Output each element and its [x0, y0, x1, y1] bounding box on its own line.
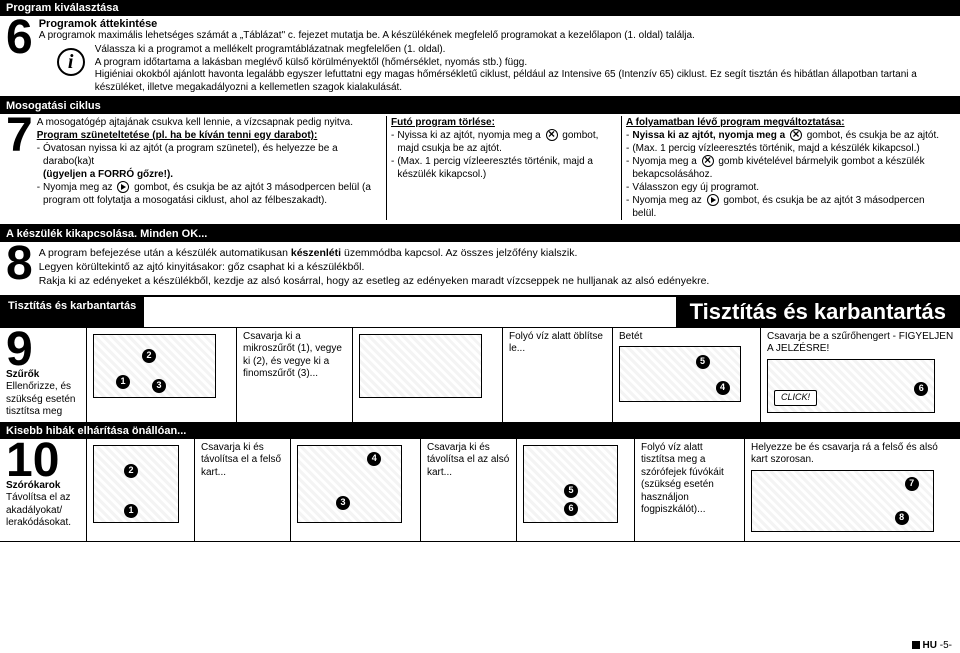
diagram-rinse-filter	[359, 334, 482, 398]
step-number-10: 10	[6, 442, 80, 480]
s7-c3-l3a: Nyomja meg a	[632, 156, 696, 167]
s6-info-3: Higiéniai okokból ajánlott havonta legal…	[95, 69, 948, 94]
play-icon	[117, 181, 129, 193]
s7-c3-l4: Válasszon egy új programot.	[632, 181, 759, 194]
s9-a-label: Szűrők	[6, 369, 80, 382]
step-number-8: 8	[6, 244, 33, 289]
s6-info-2: A program időtartama a lakásban meglévő …	[95, 57, 948, 70]
section-8: 8 A program befejezése után a készülék a…	[0, 242, 960, 297]
cancel-icon	[546, 129, 558, 141]
s9-g-text: Csavarja be a szűrőhengert - FIGYELJEN A…	[767, 331, 954, 356]
diagram-insert: 4 5	[619, 346, 741, 402]
diagram-upper-arm: 3 4	[297, 445, 402, 523]
header-troubleshoot: Kisebb hibák elhárítása önállóan...	[0, 423, 960, 439]
section-6: 6 Programok áttekintése A programok maxi…	[0, 16, 960, 98]
maintenance-header: Tisztítás és karbantartás Tisztítás és k…	[0, 297, 960, 327]
cancel-icon	[790, 129, 802, 141]
diagram-rinse-arm: 6 5	[523, 445, 618, 523]
diagram-screw-filter: CLICK! 6	[767, 359, 935, 413]
s9-c-text: Csavarja ki a mikroszűrőt (1), vegye ki …	[243, 331, 346, 381]
s9-a-text: Ellenőrizze, és szükség esetén tisztítsa…	[6, 381, 80, 419]
s7-c2-l1a: Nyissa ki az ajtót, nyomja meg a	[397, 130, 540, 141]
maint-right: Tisztítás és karbantartás	[676, 297, 960, 327]
s7-c1-l1: Óvatosan nyissa ki az ajtót (a program s…	[43, 143, 338, 167]
click-label: CLICK!	[774, 390, 817, 405]
diagram-spray-arm-1: 1 2	[93, 445, 179, 523]
s7-c3-l5a: Nyomja meg az	[632, 195, 701, 206]
s7-c1-l2a: Nyomja meg az	[43, 182, 112, 193]
info-icon: i	[57, 48, 85, 76]
footer-page: -5-	[940, 640, 952, 651]
s8-l1c: üzemmódba kapcsol. Az összes jelzőfény k…	[341, 247, 577, 259]
cancel-icon	[702, 155, 714, 167]
s7-c2-head: Futó program törlése:	[391, 116, 617, 129]
s9-f-text: Betét	[619, 331, 754, 344]
s8-l3: Rakja ki az edényeket a készülékből, kez…	[39, 274, 710, 288]
s7-c3-l1a: Nyissa ki az ajtót, nyomja meg a	[632, 130, 785, 141]
s8-l2: Legyen körültekintő az ajtó kinyitásakor…	[39, 260, 710, 274]
s7-c1-l1b: (ügyeljen a FORRÓ gőzre!).	[43, 169, 173, 180]
step-number-7: 7	[6, 116, 33, 220]
header-wash-cycle: Mosogatási ciklus	[0, 98, 960, 114]
s7-c2-l2: (Max. 1 percig vízleeresztés történik, m…	[397, 155, 617, 181]
s7-c3-l2: (Max. 1 percig vízleeresztés történik, m…	[632, 142, 919, 155]
diagram-reassemble: 7 8	[751, 470, 934, 532]
s7-c3-head: A folyamatban lévő program megváltoztatá…	[626, 116, 950, 129]
s10-g-text: Folyó víz alatt tisztítsa meg a szórófej…	[641, 442, 738, 517]
s9-e-text: Folyó víz alatt öblítse le...	[509, 331, 606, 356]
s10-a-text: Távolítsa el az akadályokat/ lerakódások…	[6, 492, 80, 530]
header-program-select: Program kiválasztása	[0, 0, 960, 16]
page-footer: HU -5-	[912, 640, 952, 651]
section-9: 9 Szűrők Ellenőrizze, és szükség esetén …	[0, 327, 960, 423]
s10-h-text: Helyezze be és csavarja rá a felső és al…	[751, 442, 954, 467]
s6-subtitle: A programok maximális lehetséges számát …	[39, 30, 954, 41]
s7-intro: A mosogatógép ajtajának csukva kell lenn…	[37, 116, 382, 129]
s10-c-text: Csavarja ki és távolítsa el a felső kart…	[201, 442, 284, 480]
section-7: 7 A mosogatógép ajtajának csukva kell le…	[0, 114, 960, 224]
header-power-off: A készülék kikapcsolása. Minden OK...	[0, 226, 960, 242]
s10-a-label: Szórókarok	[6, 480, 80, 493]
play-icon	[707, 194, 719, 206]
section-10: 10 Szórókarok Távolítsa el az akadályoka…	[0, 439, 960, 542]
s6-title: Programok áttekintése	[39, 18, 954, 30]
s6-info-1: Válassza ki a programot a mellékelt prog…	[95, 44, 948, 57]
step-number-6: 6	[6, 18, 33, 59]
s7-c1-head: Program szüneteltetése (pl. ha be kíván …	[37, 129, 382, 142]
s7-c3-l1b: gombot, és csukja be az ajtót.	[807, 130, 939, 141]
s8-l1b: készenléti	[291, 247, 341, 259]
s10-e-text: Csavarja ki és távolítsa el az alsó kart…	[427, 442, 510, 480]
s8-l1a: A program befejezése után a készülék aut…	[39, 247, 291, 259]
footer-lang: HU	[923, 640, 937, 651]
step-number-9: 9	[6, 331, 80, 369]
diagram-filter-assembly: 1 2 3	[93, 334, 216, 398]
